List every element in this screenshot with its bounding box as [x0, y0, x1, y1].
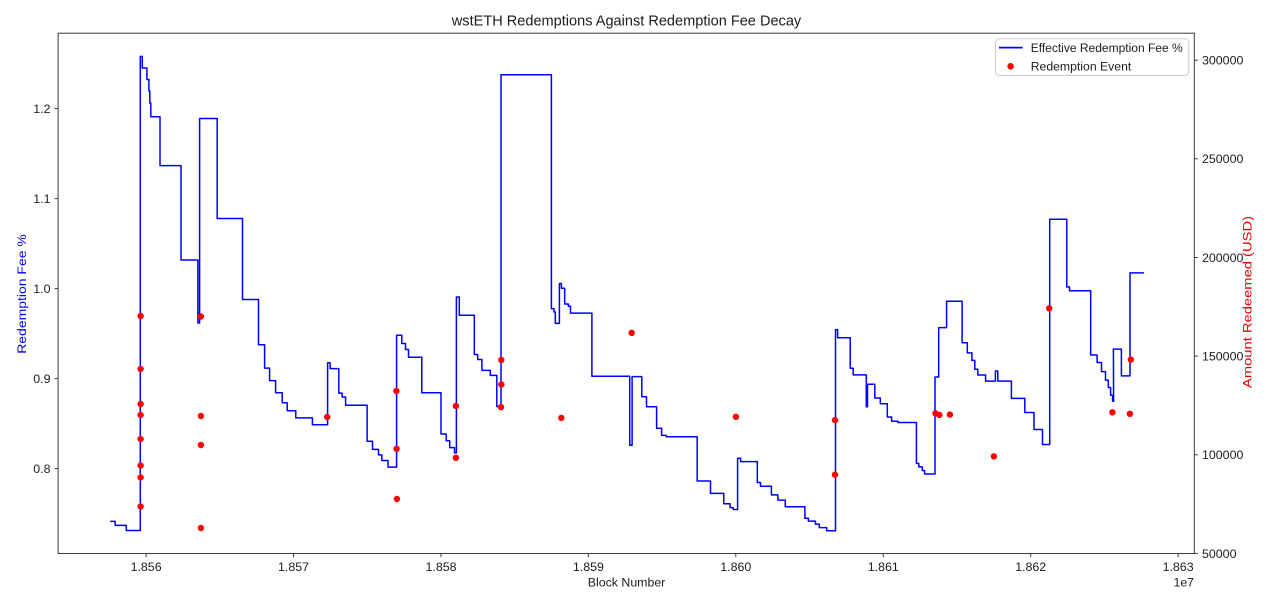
- svg-text:1.0: 1.0: [33, 282, 50, 296]
- svg-text:1.1: 1.1: [33, 192, 50, 206]
- svg-text:1.860: 1.860: [720, 560, 751, 574]
- svg-text:1.857: 1.857: [278, 560, 309, 574]
- svg-text:1.856: 1.856: [131, 560, 162, 574]
- svg-text:1.862: 1.862: [1015, 560, 1046, 574]
- svg-text:wstETH Redemptions Against Red: wstETH Redemptions Against Redemption Fe…: [451, 14, 802, 30]
- svg-text:Block Number: Block Number: [588, 575, 666, 589]
- svg-text:1e7: 1e7: [1174, 575, 1195, 589]
- svg-text:Amount Redeemed (USD): Amount Redeemed (USD): [1241, 216, 1255, 388]
- svg-text:250000: 250000: [1202, 152, 1243, 166]
- svg-text:50000: 50000: [1202, 547, 1237, 561]
- svg-text:1.858: 1.858: [425, 560, 456, 574]
- svg-text:150000: 150000: [1202, 350, 1243, 364]
- svg-text:Effective Redemption Fee %: Effective Redemption Fee %: [1031, 41, 1183, 55]
- svg-text:1.859: 1.859: [573, 560, 604, 574]
- svg-text:100000: 100000: [1202, 448, 1243, 462]
- svg-text:Redemption Event: Redemption Event: [1031, 60, 1132, 74]
- svg-text:200000: 200000: [1202, 251, 1243, 265]
- svg-text:1.863: 1.863: [1163, 560, 1194, 574]
- svg-text:1.2: 1.2: [33, 102, 50, 116]
- svg-text:1.861: 1.861: [868, 560, 899, 574]
- svg-text:0.8: 0.8: [33, 462, 50, 476]
- svg-text:300000: 300000: [1202, 54, 1243, 68]
- svg-text:Redemption Fee %: Redemption Fee %: [15, 234, 29, 354]
- svg-text:0.9: 0.9: [33, 372, 50, 386]
